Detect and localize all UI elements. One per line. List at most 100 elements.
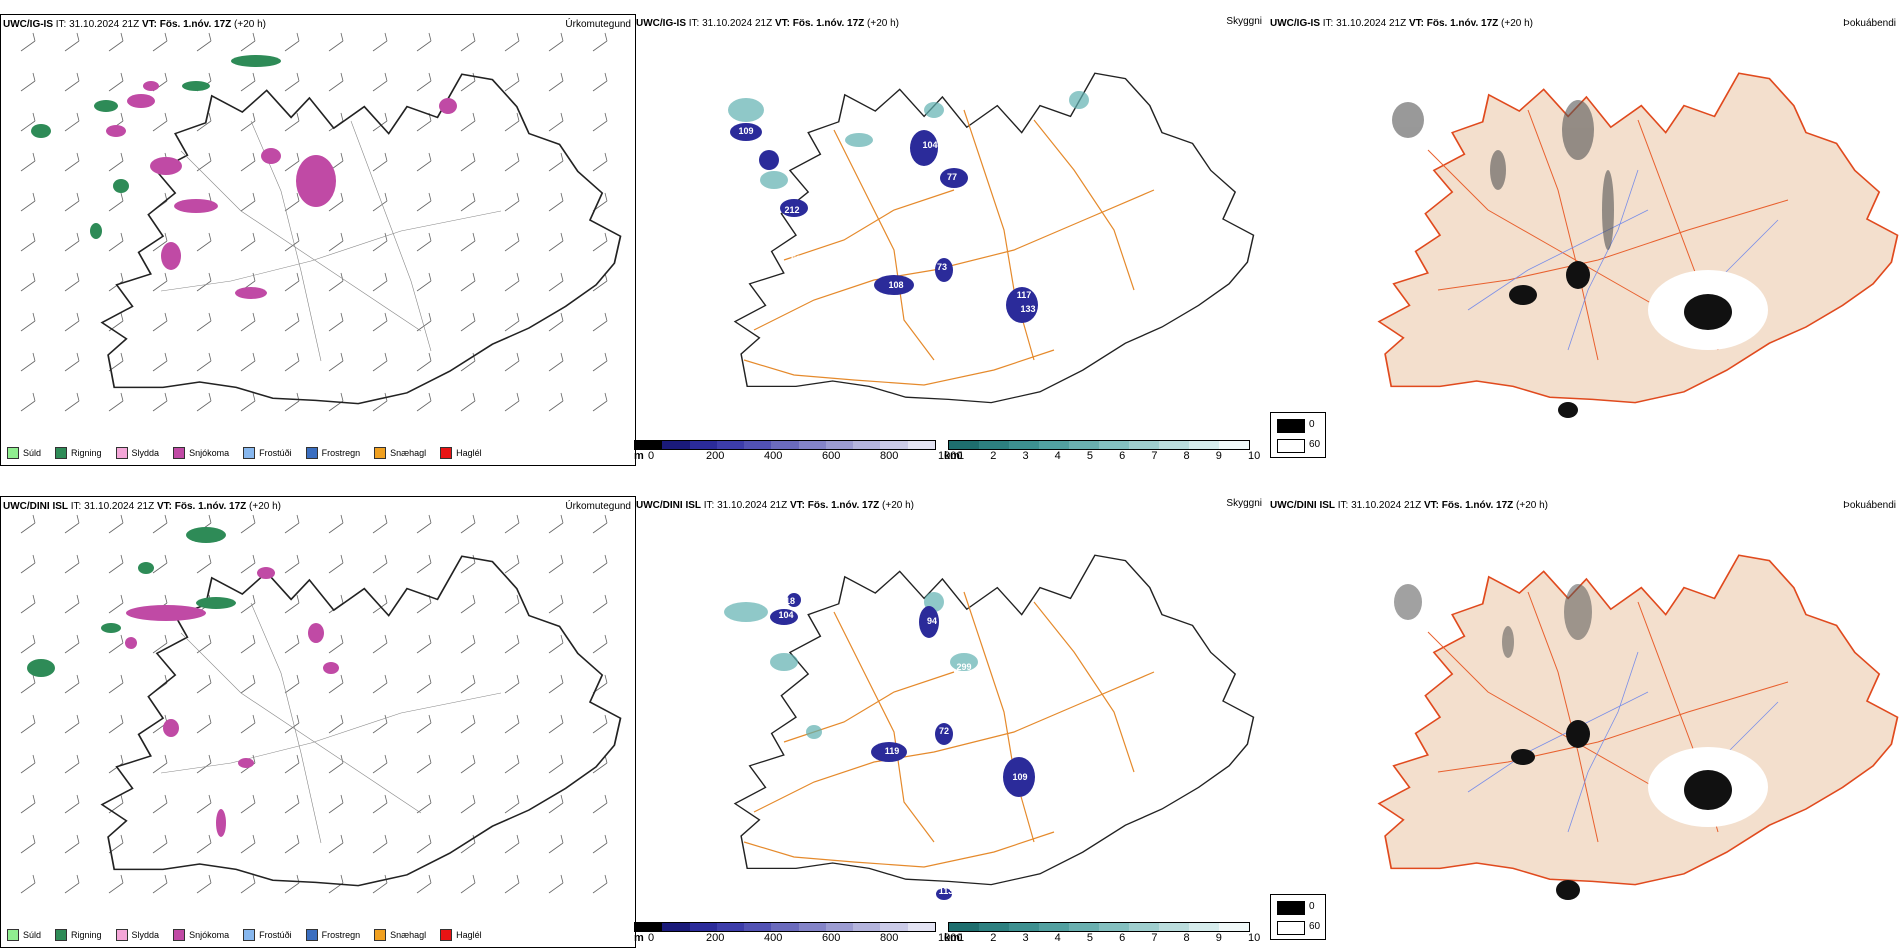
ceiling-label: 117 — [1017, 290, 1032, 300]
colorbar-cell — [979, 441, 1009, 449]
colorbar-tick: 200 — [706, 450, 725, 462]
colorbar-tick: 4 — [1054, 450, 1061, 462]
visibility-cells — [948, 922, 1250, 932]
colorbar-tick: 0 — [648, 450, 655, 462]
colorbar-cell — [1069, 923, 1099, 931]
ceiling-colorbar — [634, 440, 936, 450]
colorbar-cell — [1159, 923, 1189, 931]
panel-title: Úrkomutegund — [565, 501, 631, 512]
colorbar-tick: 2 — [990, 450, 997, 462]
ceiling-label: 104 — [778, 610, 793, 620]
ceiling-label: 299 — [956, 662, 971, 672]
colorbar-tick: 200 — [706, 932, 725, 944]
colorbar-tick: 600 — [822, 932, 841, 944]
visibility-panel-row1: UWC/IG-IS IT: 31.10.2024 21Z VT: Fös. 1.… — [634, 14, 1268, 464]
legend-item: Snjókoma — [173, 929, 229, 941]
panel-header: UWC/DINI ISL IT: 31.10.2024 21Z VT: Fös.… — [1270, 500, 1548, 511]
colorbar-cell — [853, 923, 881, 931]
visibility-colorbar — [948, 440, 1250, 450]
ceiling-label: 16 — [959, 200, 969, 210]
precip-legend: Súld Rigning Slydda Snjókoma Frostúði Fr… — [7, 929, 482, 941]
ceiling-label: 109 — [738, 126, 753, 136]
colorbar-cell — [1219, 441, 1249, 449]
visibility-colorbar — [948, 922, 1250, 932]
colorbar-tick: 10 — [1248, 450, 1261, 462]
colorbar-tick: 0 — [648, 932, 655, 944]
colorbar-cell — [798, 923, 826, 931]
ceiling-label: 97 — [779, 154, 789, 164]
visibility-map: 18 104 53 248 94 299 119 72 109 113 — [724, 554, 1255, 900]
visibility-panel-row2: UWC/DINI ISL IT: 31.10.2024 21Z VT: Fös.… — [634, 496, 1268, 946]
ceiling-label: 50 — [791, 254, 801, 264]
panel-header: UWC/IG-IS IT: 31.10.2024 21Z VT: Fös. 1.… — [3, 19, 266, 30]
colorbar-tick: 2 — [990, 932, 997, 944]
legend-item: Haglél — [440, 929, 482, 941]
colorbar-tick: 6 — [1119, 932, 1126, 944]
colorbar-cell — [1189, 923, 1219, 931]
legend-item: Súld — [7, 447, 41, 459]
colorbar-cell — [853, 441, 881, 449]
colorbar-tick: 3 — [1022, 450, 1029, 462]
rain-areas — [27, 527, 236, 677]
visibility-cells — [948, 440, 1250, 450]
colorbar-cell — [635, 923, 663, 931]
colorbar-cell — [689, 441, 717, 449]
precip-map — [20, 514, 622, 894]
ceiling-label: 77 — [947, 172, 957, 182]
colorbar-cell — [825, 923, 854, 931]
visibility-ticks: km 1 2 3 4 5 6 7 8 9 10 — [944, 932, 1264, 946]
ceiling-cells — [634, 440, 936, 450]
ceiling-label: 18 — [785, 596, 795, 606]
legend-item: Snjókoma — [173, 447, 229, 459]
colorbar-tick: 7 — [1151, 932, 1158, 944]
ceiling-ticks: m 0 200 400 600 800 1000 — [634, 932, 962, 946]
colorbar-tick: 8 — [1183, 450, 1190, 462]
colorbar-tick: 3 — [1022, 932, 1029, 944]
legend-item: Frostregn — [305, 929, 360, 941]
colorbar-cell — [907, 441, 935, 449]
colorbar-cell — [907, 923, 935, 931]
fog-scale-box: 0 60 — [1270, 894, 1326, 940]
ceiling-label: 53 — [769, 642, 779, 652]
ceiling-cells — [634, 922, 936, 932]
colorbar-cell — [880, 923, 908, 931]
fog-map — [1378, 554, 1899, 900]
ceiling-label: 73 — [937, 262, 947, 272]
colorbar-tick: 1000 — [938, 450, 963, 462]
colorbar-unit: km — [944, 450, 960, 462]
colorbar-tick: 4 — [1054, 932, 1061, 944]
fog-scale-box: 0 60 — [1270, 412, 1326, 458]
precip-type-panel-row1: UWC/IG-IS IT: 31.10.2024 21Z VT: Fös. 1.… — [0, 14, 636, 466]
ceiling-label: 104 — [922, 140, 937, 150]
panel-header: UWC/IG-IS IT: 31.10.2024 21Z VT: Fös. 1.… — [1270, 18, 1533, 29]
fog-panel-row2: UWC/DINI ISL IT: 31.10.2024 21Z VT: Fös.… — [1268, 496, 1900, 946]
colorbar-cell — [1009, 923, 1039, 931]
colorbar-cell — [1189, 441, 1219, 449]
panel-title: Þokuábendi — [1843, 500, 1896, 511]
snow-areas — [106, 81, 457, 299]
colorbar-cell — [1129, 441, 1159, 449]
colorbar-cell — [825, 441, 854, 449]
legend-item: Frostregn — [305, 447, 360, 459]
colorbar-cell — [1159, 441, 1189, 449]
colorbar-unit: m — [634, 450, 644, 462]
ceiling-label: 264 — [808, 198, 823, 208]
legend-item: Rigning — [55, 447, 102, 459]
colorbar-tick: 5 — [1086, 450, 1093, 462]
panel-header: UWC/IG-IS IT: 31.10.2024 21Z VT: Fös. 1.… — [636, 18, 899, 29]
colorbar-cell — [880, 441, 908, 449]
colorbar-cell — [1039, 923, 1069, 931]
legend-item: Súld — [7, 929, 41, 941]
colorbar-cell — [635, 441, 663, 449]
colorbar-cell — [1129, 923, 1159, 931]
rain-areas — [31, 55, 281, 239]
colorbar-tick: 1 — [958, 932, 965, 944]
colorbar-tick: 5 — [1086, 932, 1093, 944]
wind-barbs — [20, 514, 608, 894]
ceiling-label: 123 — [928, 400, 943, 410]
legend-item: Frostúði — [243, 929, 292, 941]
colorbar-cell — [689, 923, 717, 931]
colorbar-tick: 800 — [880, 450, 899, 462]
colorbar-tick: 600 — [822, 450, 841, 462]
